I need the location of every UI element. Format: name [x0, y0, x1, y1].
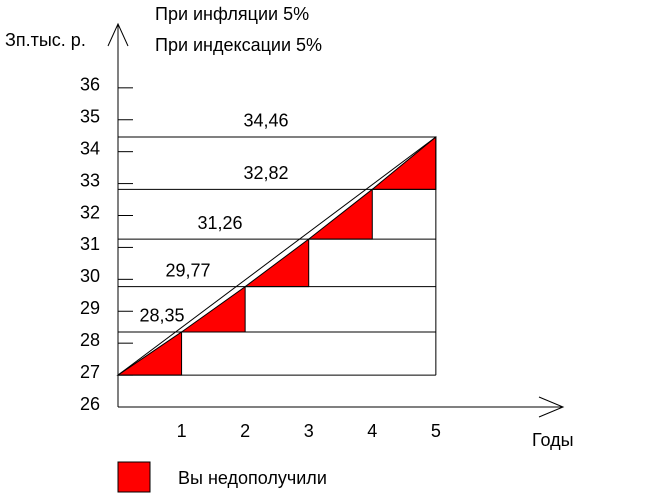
y-tick-label: 36 [80, 75, 100, 95]
shortfall-triangle [180, 285, 246, 333]
y-axis-arrow [107, 22, 129, 47]
annotation: При индексации 5% [155, 35, 322, 55]
y-tick-label: 31 [80, 234, 100, 254]
y-tick-label: 29 [80, 298, 100, 318]
x-axis-arrow [538, 396, 565, 418]
value-label: 29,77 [165, 260, 210, 280]
x-tick-label: 1 [177, 421, 187, 441]
y-tick-label: 33 [80, 170, 100, 190]
legend-swatch [117, 461, 151, 493]
shortfall-triangle [370, 135, 437, 190]
x-tick-label: 3 [304, 421, 314, 441]
y-tick-label: 32 [80, 202, 100, 222]
shortfall-triangle [243, 238, 310, 288]
y-tick-label: 35 [80, 107, 100, 127]
annotation: При инфляции 5% [155, 4, 309, 24]
x-axis-label: Годы [532, 430, 574, 450]
y-tick-label: 26 [80, 394, 100, 414]
x-tick-label: 4 [367, 421, 377, 441]
value-label: 28,35 [139, 306, 184, 326]
y-tick-label: 28 [80, 330, 100, 350]
y-axis-label: Зп.тыс. р. [5, 30, 86, 50]
y-tick-label: 34 [80, 138, 100, 158]
shortfall-triangle [116, 331, 183, 376]
inflation-line [117, 136, 437, 376]
value-label: 32,82 [243, 163, 288, 183]
y-tick-label: 27 [80, 362, 100, 382]
value-label: 34,46 [243, 111, 288, 131]
value-label: 31,26 [197, 213, 242, 233]
x-tick-label: 5 [431, 421, 441, 441]
y-tick-label: 30 [80, 266, 100, 286]
legend-label: Вы недополучили [178, 468, 327, 488]
shortfall-triangle [307, 188, 373, 240]
x-tick-label: 2 [240, 421, 250, 441]
